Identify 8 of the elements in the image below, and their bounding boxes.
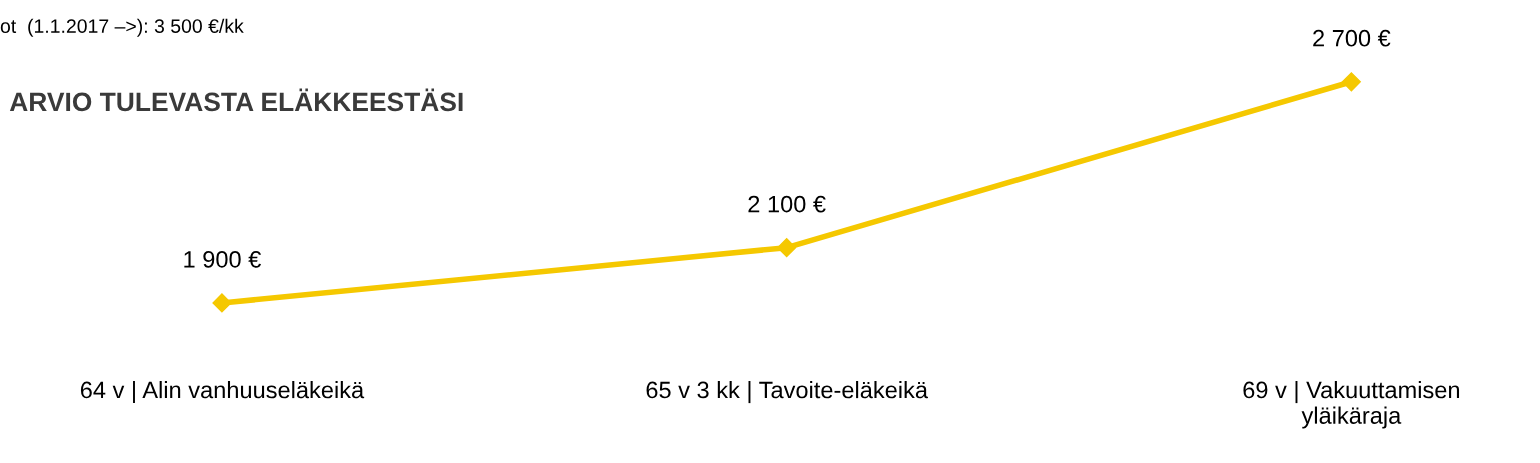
data-label: 1 900 € — [184, 250, 261, 268]
x-tick-label: 69 v | Vakuuttamisen yläikäraja — [1243, 381, 1460, 429]
x-tick-label: 65 v 3 kk | Tavoite-eläkeikä — [646, 381, 928, 404]
text: ot (1.1.2017 –>): 3 500 €/kk — [0, 18, 244, 37]
chart-title: ARVIO TULEVASTA ELÄKKEESTÄSI — [9, 88, 463, 112]
x-tick-label: 64 v | Alin vanhuuseläkeikä — [80, 381, 365, 404]
data-label: 2 100 € — [748, 195, 826, 213]
data-label: 2 700 € — [1313, 29, 1391, 47]
